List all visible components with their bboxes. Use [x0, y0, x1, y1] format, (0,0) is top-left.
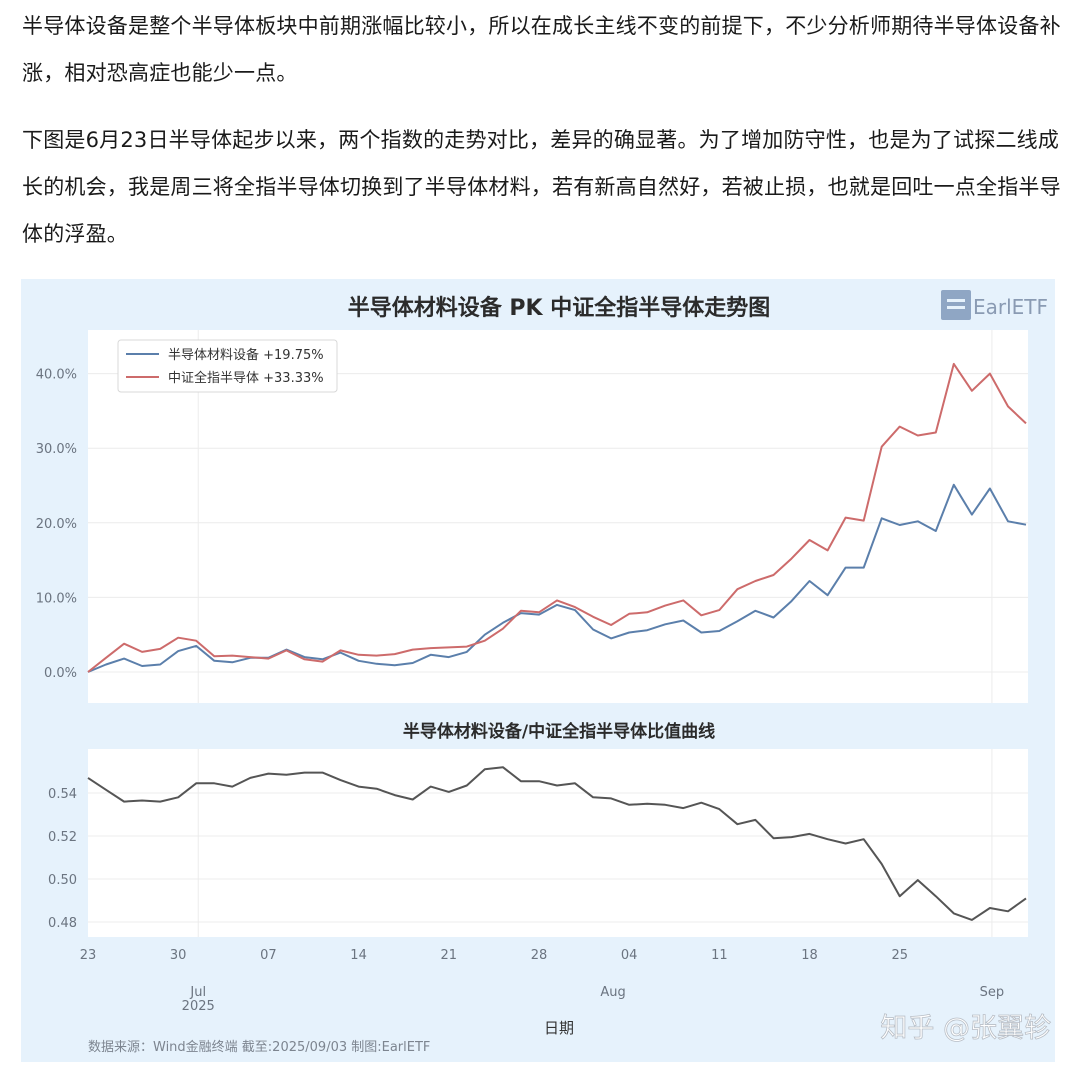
ratio-chart-title: 半导体材料设备/中证全指半导体比值曲线	[403, 721, 715, 742]
y-tick-label: 20.0%	[36, 517, 77, 532]
bottom-plot-area	[88, 749, 1028, 937]
zhihu-watermark: 知乎 @张翼轸	[880, 1013, 1051, 1044]
legend: 半导体材料设备 +19.75% 中证全指半导体 +33.33%	[117, 339, 338, 393]
top-series-lines	[87, 362, 1027, 673]
legend-label-csi: 中证全指半导体 +33.33%	[168, 370, 324, 386]
x-tick-label: 21	[440, 948, 457, 963]
x-tick-label: 07	[260, 948, 277, 963]
top-y-axis-ticks: 0.0% 10.0% 20.0% 30.0% 40.0%	[36, 368, 77, 681]
x-month-label: Sep	[980, 985, 1005, 1000]
chart-title: 半导体材料设备 PK 中证全指半导体走势图	[348, 295, 771, 321]
x-tick-label: 11	[711, 948, 728, 963]
x-tick-label: 04	[621, 948, 638, 963]
y-tick-label: 0.52	[48, 830, 77, 845]
chart-canvas: 半导体材料设备 PK 中证全指半导体走势图 EarlETF 0.0% 10.0% 2…	[36, 290, 1051, 1055]
x-month-label: Jul	[189, 985, 206, 1000]
logo-icon	[941, 290, 971, 320]
x-year-label: 2025	[182, 999, 215, 1014]
x-tick-label: 18	[801, 948, 818, 963]
series-line	[87, 483, 1027, 673]
ratio-line	[87, 766, 1027, 921]
y-tick-label: 30.0%	[36, 442, 77, 457]
source-note: 数据来源：Wind金融终端 截至:2025/09/03 制图:EarlETF	[88, 1039, 430, 1055]
y-tick-label: 0.54	[48, 787, 77, 802]
y-tick-label: 0.50	[48, 873, 77, 888]
x-month-label: Aug	[600, 985, 625, 1000]
series-line	[87, 362, 1027, 673]
x-tick-label: 28	[531, 948, 548, 963]
earletf-logo: EarlETF	[941, 290, 1048, 320]
y-tick-label: 40.0%	[36, 368, 77, 383]
y-tick-label: 10.0%	[36, 591, 77, 606]
x-tick-label: 23	[80, 948, 97, 963]
x-tick-label: 30	[170, 948, 187, 963]
bottom-y-axis-ticks: 0.48 0.50 0.52 0.54	[48, 787, 77, 931]
logo-text: EarlETF	[973, 295, 1048, 319]
x-tick-label: 25	[891, 948, 908, 963]
y-tick-label: 0.0%	[44, 666, 77, 681]
top-grid	[88, 330, 1028, 703]
chart-figure: 半导体材料设备 PK 中证全指半导体走势图 EarlETF 0.0% 10.0% 2…	[21, 279, 1055, 1062]
y-tick-label: 0.48	[48, 916, 77, 931]
x-axis-ticks: 23 30 07 14 21 28 04 11 18 25	[80, 948, 908, 963]
bottom-grid	[88, 749, 1028, 937]
article-paragraph-2: 下图是6月23日半导体起步以来，两个指数的走势对比，差异的确显著。为了增加防守性…	[22, 128, 1061, 246]
ratio-series-line	[87, 766, 1027, 921]
article-paragraph-1: 半导体设备是整个半导体板块中前期涨幅比较小，所以在成长主线不变的前提下，不少分析…	[22, 14, 1061, 85]
legend-label-materials: 半导体材料设备 +19.75%	[168, 347, 324, 363]
x-tick-label: 14	[350, 948, 367, 963]
x-axis-label: 日期	[544, 1019, 574, 1037]
